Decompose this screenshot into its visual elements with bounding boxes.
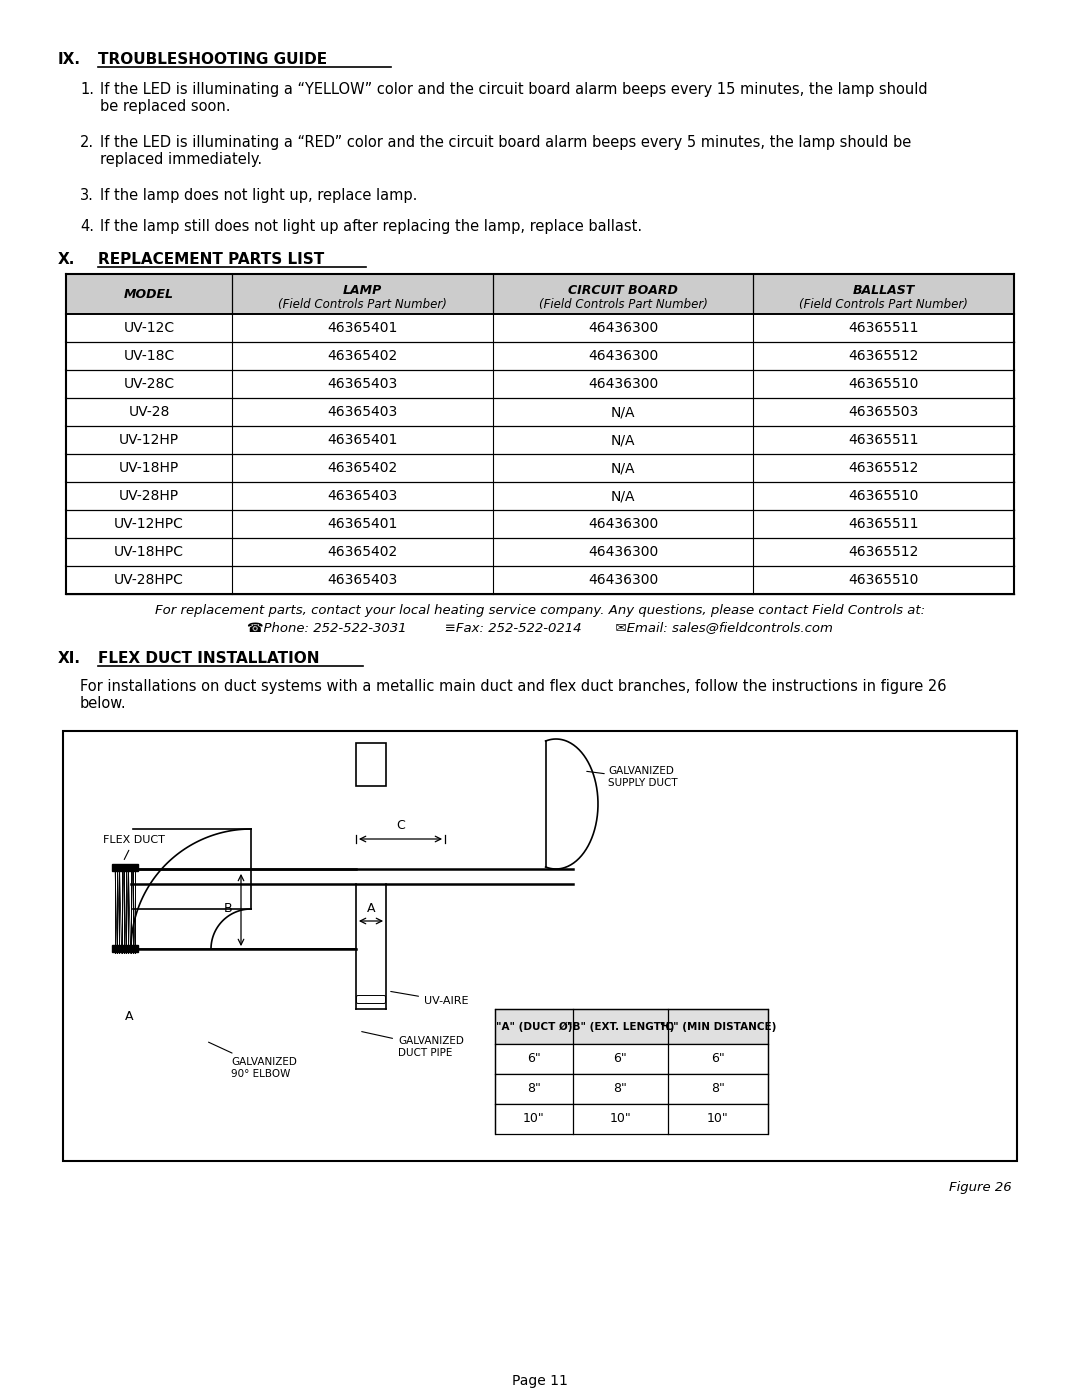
Bar: [66, 274, 1014, 314]
Text: REPLACEMENT PARTS LIST: REPLACEMENT PARTS LIST: [98, 251, 324, 267]
Text: 46365401: 46365401: [327, 433, 397, 447]
Text: If the lamp does not light up, replace lamp.: If the lamp does not light up, replace l…: [100, 189, 417, 203]
Text: (Field Controls Part Number): (Field Controls Part Number): [539, 298, 707, 312]
Text: B: B: [224, 902, 232, 915]
Text: N/A: N/A: [610, 405, 635, 419]
Text: MODEL: MODEL: [124, 288, 174, 300]
Text: UV-12HP: UV-12HP: [119, 433, 179, 447]
Text: UV-12C: UV-12C: [123, 321, 175, 335]
Text: 46436300: 46436300: [588, 517, 658, 531]
Text: N/A: N/A: [610, 489, 635, 503]
Text: 46365512: 46365512: [849, 545, 919, 559]
Bar: [495, 1009, 768, 1044]
Text: 46365510: 46365510: [849, 377, 919, 391]
Text: 4.: 4.: [80, 219, 94, 235]
Text: IX.: IX.: [58, 52, 81, 67]
Text: 6": 6": [527, 1052, 541, 1066]
Text: 46436300: 46436300: [588, 321, 658, 335]
Text: 3.: 3.: [80, 189, 94, 203]
Text: 46365503: 46365503: [849, 405, 919, 419]
Text: 46365403: 46365403: [327, 573, 397, 587]
Text: UV-18HPC: UV-18HPC: [114, 545, 184, 559]
FancyBboxPatch shape: [356, 996, 386, 1003]
Text: 8": 8": [711, 1083, 725, 1095]
Text: GALVANIZED
DUCT PIPE: GALVANIZED DUCT PIPE: [362, 1031, 464, 1058]
Text: 10": 10": [707, 1112, 729, 1126]
Text: 46436300: 46436300: [588, 349, 658, 363]
Bar: [495, 1104, 768, 1134]
Text: Page 11: Page 11: [512, 1375, 568, 1389]
Text: 8": 8": [613, 1083, 627, 1095]
Bar: [112, 944, 138, 951]
Text: N/A: N/A: [610, 461, 635, 475]
Text: For installations on duct systems with a metallic main duct and flex duct branch: For installations on duct systems with a…: [80, 679, 946, 711]
Text: 2.: 2.: [80, 136, 94, 149]
Text: If the LED is illuminating a “YELLOW” color and the circuit board alarm beeps ev: If the LED is illuminating a “YELLOW” co…: [100, 82, 928, 115]
Text: 46365403: 46365403: [327, 377, 397, 391]
Text: If the lamp still does not light up after replacing the lamp, replace ballast.: If the lamp still does not light up afte…: [100, 219, 643, 235]
Text: 46365401: 46365401: [327, 517, 397, 531]
Text: ☎Phone: 252-522-3031         ≡Fax: 252-522-0214        ✉Email: sales@fieldcontro: ☎Phone: 252-522-3031 ≡Fax: 252-522-0214 …: [247, 622, 833, 634]
Bar: [495, 1044, 768, 1074]
Bar: [112, 863, 138, 870]
Text: 46365403: 46365403: [327, 405, 397, 419]
Text: Figure 26: Figure 26: [949, 1180, 1012, 1194]
Text: 46365402: 46365402: [327, 349, 397, 363]
Text: (Field Controls Part Number): (Field Controls Part Number): [799, 298, 968, 312]
Text: N/A: N/A: [610, 433, 635, 447]
Text: BALLAST: BALLAST: [852, 284, 915, 298]
Text: FLEX DUCT INSTALLATION: FLEX DUCT INSTALLATION: [98, 651, 320, 666]
Text: 46365511: 46365511: [849, 433, 919, 447]
Text: GALVANIZED
SUPPLY DUCT: GALVANIZED SUPPLY DUCT: [608, 766, 677, 788]
Text: 46436300: 46436300: [588, 377, 658, 391]
Text: 8": 8": [527, 1083, 541, 1095]
Text: UV-28HPC: UV-28HPC: [114, 573, 184, 587]
Text: UV-28: UV-28: [129, 405, 170, 419]
Text: 6": 6": [613, 1052, 627, 1066]
Text: CIRCUIT BOARD: CIRCUIT BOARD: [568, 284, 678, 298]
Text: UV-18C: UV-18C: [123, 349, 175, 363]
Text: 46365512: 46365512: [849, 461, 919, 475]
Text: "C" (MIN DISTANCE): "C" (MIN DISTANCE): [660, 1021, 777, 1031]
Text: X.: X.: [58, 251, 76, 267]
Text: 46365401: 46365401: [327, 321, 397, 335]
Text: 6": 6": [711, 1052, 725, 1066]
Text: A: A: [367, 902, 375, 915]
Text: XI.: XI.: [58, 651, 81, 666]
Text: 46365402: 46365402: [327, 461, 397, 475]
Text: TROUBLESHOOTING GUIDE: TROUBLESHOOTING GUIDE: [98, 52, 327, 67]
Text: C: C: [396, 819, 405, 833]
Text: 46365512: 46365512: [849, 349, 919, 363]
Text: "B" (EXT. LENGTH): "B" (EXT. LENGTH): [567, 1021, 674, 1031]
Text: 1.: 1.: [80, 82, 94, 96]
Text: GALVANIZED
90° ELBOW: GALVANIZED 90° ELBOW: [208, 1042, 297, 1078]
Bar: [63, 731, 1017, 1161]
Text: FLEX DUCT: FLEX DUCT: [103, 835, 165, 859]
Text: For replacement parts, contact your local heating service company. Any questions: For replacement parts, contact your loca…: [154, 604, 926, 617]
Text: UV-12HPC: UV-12HPC: [114, 517, 184, 531]
Text: 46436300: 46436300: [588, 573, 658, 587]
Text: LAMP: LAMP: [342, 284, 382, 298]
Text: 10": 10": [523, 1112, 545, 1126]
Text: 46365511: 46365511: [849, 321, 919, 335]
Bar: [495, 1074, 768, 1104]
Text: 46365511: 46365511: [849, 517, 919, 531]
Text: "A" (DUCT Ø): "A" (DUCT Ø): [496, 1021, 572, 1031]
Text: A: A: [125, 1010, 133, 1024]
Text: 10": 10": [609, 1112, 632, 1126]
Text: 46365402: 46365402: [327, 545, 397, 559]
Text: 46365510: 46365510: [849, 573, 919, 587]
Text: 46365510: 46365510: [849, 489, 919, 503]
Text: (Field Controls Part Number): (Field Controls Part Number): [278, 298, 447, 312]
Text: UV-28HP: UV-28HP: [119, 489, 179, 503]
Bar: [356, 743, 386, 787]
Text: UV-18HP: UV-18HP: [119, 461, 179, 475]
Text: If the LED is illuminating a “RED” color and the circuit board alarm beeps every: If the LED is illuminating a “RED” color…: [100, 136, 912, 168]
Text: 46365403: 46365403: [327, 489, 397, 503]
Text: UV-AIRE: UV-AIRE: [391, 992, 469, 1006]
Text: UV-28C: UV-28C: [123, 377, 175, 391]
Text: 46436300: 46436300: [588, 545, 658, 559]
